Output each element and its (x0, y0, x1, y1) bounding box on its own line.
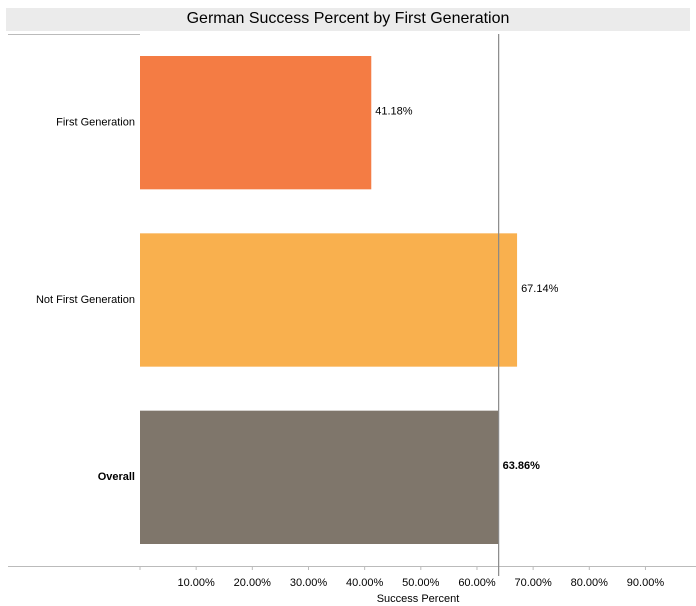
x-tick-label: 30.00% (290, 577, 328, 589)
chart-title: German Success Percent by First Generati… (187, 10, 510, 27)
value-label: 63.86% (503, 460, 541, 472)
x-tick-label: 20.00% (234, 577, 272, 589)
x-tick-label: 50.00% (402, 577, 440, 589)
category-label: Overall (98, 471, 135, 483)
bar (140, 410, 499, 544)
x-axis-title: Success Percent (377, 593, 460, 605)
x-tick-label: 80.00% (571, 577, 609, 589)
category-label: Not First Generation (36, 294, 135, 306)
x-tick-label: 10.00% (178, 577, 216, 589)
value-label: 67.14% (521, 283, 559, 295)
category-label: First Generation (56, 117, 135, 129)
value-label: 41.18% (375, 106, 413, 118)
bar (140, 56, 372, 190)
bar (140, 233, 518, 367)
x-tick-label: 70.00% (514, 577, 552, 589)
x-tick-label: 60.00% (458, 577, 496, 589)
x-tick-label: 40.00% (346, 577, 384, 589)
x-tick-label: 90.00% (627, 577, 665, 589)
title-band (6, 8, 690, 31)
